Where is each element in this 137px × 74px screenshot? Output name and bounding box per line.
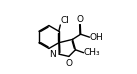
Text: O: O (76, 15, 83, 24)
Text: OH: OH (90, 33, 104, 42)
Text: N: N (49, 50, 56, 59)
Text: Cl: Cl (61, 16, 70, 25)
Text: CH₃: CH₃ (84, 48, 101, 57)
Text: O: O (66, 59, 73, 68)
